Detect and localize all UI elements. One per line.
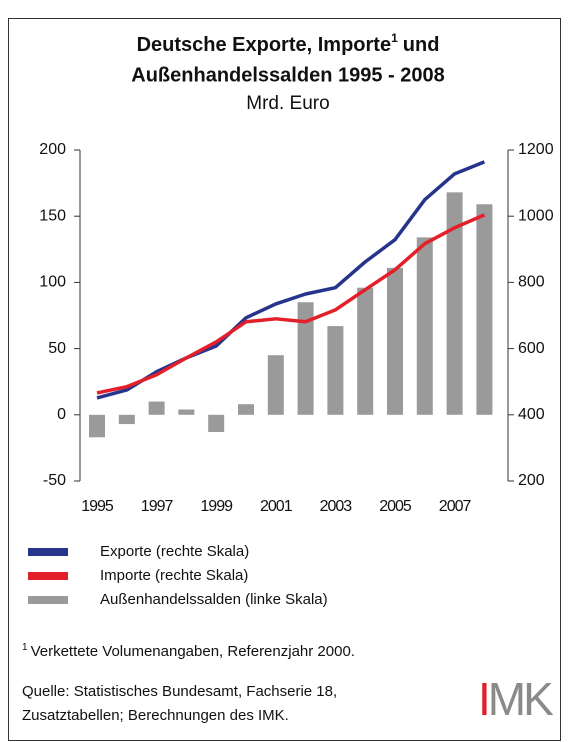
- bar: [357, 287, 374, 415]
- x-tick-label: 1995: [81, 498, 114, 515]
- bar: [178, 409, 195, 415]
- legend-label: Außenhandelssalden (linke Skala): [100, 591, 328, 608]
- source: Zusatztabellen; Berechnungen des IMK.: [22, 707, 289, 724]
- chart-title: Deutsche Exporte, Importe1 und: [137, 31, 440, 56]
- logo: IMK: [478, 673, 554, 725]
- footnote-text: Verkettete Volumenangaben, Referenzjahr …: [31, 643, 355, 660]
- y-tick-label: 100: [39, 274, 66, 291]
- y2-tick-label: 400: [518, 406, 545, 423]
- y2-tick-label: 800: [518, 274, 545, 291]
- y-tick-label: 50: [48, 340, 66, 357]
- legend-label: Exporte (rechte Skala): [100, 543, 249, 560]
- chart-subtitle: Mrd. Euro: [246, 93, 329, 114]
- chart-title-line2: Außenhandelssalden 1995 - 2008: [131, 64, 444, 86]
- frame: [8, 18, 561, 741]
- bar: [238, 404, 254, 415]
- y-tick-label: 150: [39, 207, 66, 224]
- y2-tick-label: 1000: [518, 207, 554, 224]
- bar: [148, 401, 165, 415]
- bar: [297, 302, 314, 415]
- footnote-mark: 1: [22, 642, 28, 653]
- bar: [267, 355, 284, 415]
- y-tick-label: 0: [57, 406, 66, 423]
- legend-swatch: [28, 596, 68, 604]
- title-end: und: [403, 34, 440, 56]
- bar: [89, 414, 105, 438]
- line: [96, 213, 486, 395]
- y2-tick-label: 200: [518, 472, 545, 489]
- legend-label: Importe (rechte Skala): [100, 567, 248, 584]
- legend-swatch: [28, 572, 68, 580]
- bar: [416, 237, 433, 415]
- bar: [118, 414, 135, 425]
- x-tick-label: 1997: [141, 498, 174, 515]
- y2-tick-label: 600: [518, 340, 545, 357]
- x-tick-label: 2007: [439, 498, 472, 515]
- x-tick-label: 2005: [379, 498, 412, 515]
- x-tick-label: 2003: [320, 498, 353, 515]
- y-tick-label: -50: [43, 472, 66, 489]
- bar: [476, 204, 493, 415]
- source: Quelle: Statistisches Bundesamt, Fachser…: [22, 683, 337, 700]
- bar: [327, 326, 344, 415]
- title-text: Deutsche Exporte, Importe: [137, 34, 392, 56]
- x-tick-label: 2001: [260, 498, 293, 515]
- y-tick-label: 200: [39, 141, 66, 158]
- y2-tick-label: 1200: [518, 141, 554, 158]
- bar: [208, 414, 225, 433]
- bar: [387, 267, 403, 415]
- line: [96, 160, 486, 400]
- title-sup: 1: [391, 31, 398, 45]
- x-tick-label: 1999: [200, 498, 233, 515]
- footnote: 1 Verkettete Volumenangaben, Referenzjahr…: [22, 642, 355, 660]
- bar: [446, 192, 463, 415]
- legend-swatch: [28, 548, 68, 556]
